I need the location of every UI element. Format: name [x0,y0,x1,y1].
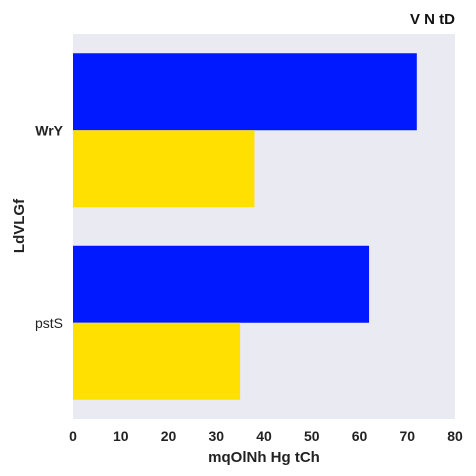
x-tick-label: 0 [69,428,77,444]
x-tick-label: 30 [208,428,224,444]
bar-WrY-series-1 [73,130,255,208]
x-tick-label: 50 [304,428,320,444]
chart-title: V N tD [410,11,455,28]
x-tick-label: 20 [161,428,177,444]
bar-WrY-series-0 [73,53,417,131]
y-axis-title: LdVLGf [11,198,28,253]
x-tick-labels: 0 10 20 30 40 50 60 70 80 [69,428,463,444]
x-axis-title: mqOlNh Hg tCh [208,449,320,466]
y-category-label: pstS [35,315,63,331]
x-tick-label: 60 [352,428,368,444]
x-tick-label: 80 [447,428,463,444]
x-tick-label: 10 [113,428,129,444]
bars [73,53,417,400]
bar-pstS-series-0 [73,245,370,323]
y-category-labels: WrY pstS [35,122,64,331]
y-category-label: WrY [35,122,63,138]
x-tick-label: 70 [399,428,415,444]
bar-pstS-series-1 [73,322,241,400]
x-tick-label: 40 [256,428,272,444]
